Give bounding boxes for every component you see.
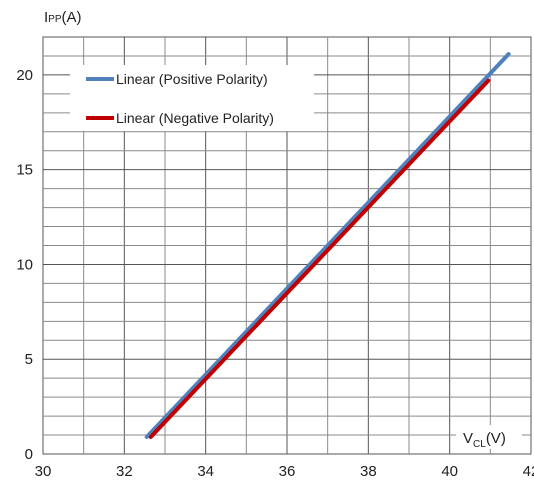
- legend-label-positive: Linear (Positive Polarity): [116, 71, 268, 87]
- x-axis-title-sub: CL: [473, 439, 486, 450]
- y-axis-title-main: I: [44, 9, 48, 26]
- x-tick-label: 42: [523, 463, 534, 480]
- legend: Linear (Positive Polarity) Linear (Negat…: [70, 65, 314, 131]
- y-tick-label: 10: [16, 256, 33, 273]
- series-line-negative: [148, 78, 491, 439]
- series-layer: [144, 52, 511, 439]
- x-axis-title: VCL(V): [463, 430, 506, 450]
- legend-label-negative: Linear (Negative Polarity): [116, 110, 274, 126]
- x-tick-label: 36: [279, 463, 296, 480]
- x-tick-label: 30: [35, 463, 52, 480]
- y-tick-label: 15: [16, 162, 33, 179]
- series-line-positive: [144, 52, 511, 439]
- y-axis-title: IPP(A): [44, 9, 82, 26]
- y-axis-title-sub: PP: [48, 14, 62, 25]
- x-axis-title-bg: [456, 425, 522, 449]
- y-tick-label: 0: [25, 446, 33, 463]
- y-tick-label: 20: [16, 67, 33, 84]
- x-tick-label: 32: [116, 463, 133, 480]
- grid: [43, 37, 531, 454]
- tick-labels: 30 32 34 36 38 40 42 0 5 10 15 20: [16, 67, 534, 480]
- x-tick-label: 40: [441, 463, 458, 480]
- y-axis-title-unit: (A): [62, 9, 82, 26]
- x-axis-title-unit: (V): [486, 430, 506, 447]
- x-tick-label: 38: [360, 463, 377, 480]
- x-axis-title-main: V: [463, 430, 473, 447]
- y-tick-label: 5: [25, 351, 33, 368]
- x-tick-label: 34: [197, 463, 214, 480]
